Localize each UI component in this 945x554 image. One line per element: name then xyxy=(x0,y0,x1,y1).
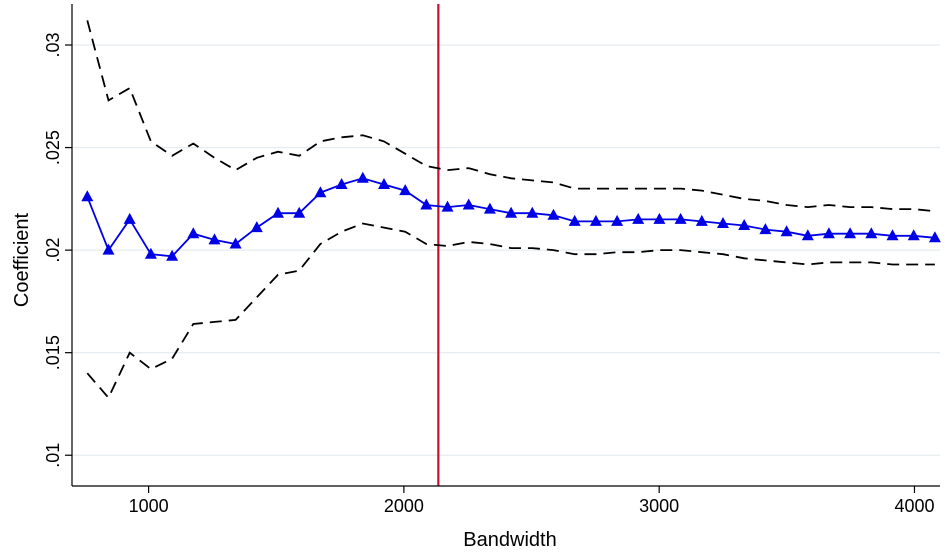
estimate-point xyxy=(801,229,814,241)
estimate-point xyxy=(632,212,645,224)
estimate-point xyxy=(547,208,560,220)
y-tick-label: .015 xyxy=(43,335,63,370)
estimate-point xyxy=(187,227,200,239)
estimate-point xyxy=(928,231,941,243)
estimate-point xyxy=(356,171,369,183)
estimate-point xyxy=(907,229,920,241)
estimate-point xyxy=(378,178,390,189)
estimate-point xyxy=(844,227,857,239)
estimate-point xyxy=(250,221,263,233)
estimate-point xyxy=(102,243,115,255)
axes: 1000 2000 3000 4000 .01 .015 .02 .025 .03 xyxy=(43,4,940,516)
estimate-point xyxy=(759,223,772,235)
estimate-point xyxy=(568,214,581,226)
estimate-point xyxy=(653,212,666,224)
estimate-point xyxy=(505,206,518,218)
x-tick-label: 4000 xyxy=(894,496,934,516)
estimate-point xyxy=(717,217,729,228)
y-tick-label: .025 xyxy=(43,130,63,165)
estimate-point xyxy=(780,225,793,237)
estimate-point xyxy=(886,229,899,241)
estimate-point xyxy=(526,206,539,218)
estimate-point xyxy=(611,214,624,226)
estimate-point xyxy=(674,212,687,224)
estimate-point xyxy=(208,233,221,245)
x-tick-label: 1000 xyxy=(129,496,169,516)
estimate-point xyxy=(441,200,454,212)
lower-ci-line xyxy=(86,222,935,400)
estimate-point xyxy=(335,178,348,189)
estimate-point xyxy=(738,219,751,230)
gridlines xyxy=(72,44,940,456)
estimate-point xyxy=(314,186,327,198)
y-tick-label: .03 xyxy=(43,33,63,58)
x-tick-label: 2000 xyxy=(384,496,424,516)
estimate-point xyxy=(293,206,306,218)
estimate-point xyxy=(589,214,602,226)
y-tick-label: .01 xyxy=(43,443,63,468)
x-axis-title: Bandwidth xyxy=(463,529,556,551)
estimate-point xyxy=(695,214,708,226)
x-tick-label: 3000 xyxy=(639,496,679,516)
y-axis-title: Coefficient xyxy=(11,212,33,307)
estimate-point xyxy=(166,249,179,261)
estimate-point xyxy=(81,190,94,202)
estimate-point xyxy=(144,247,157,259)
estimate-point xyxy=(822,227,835,239)
estimate-point xyxy=(420,198,433,210)
series-layer xyxy=(81,20,941,400)
estimate-point xyxy=(272,206,284,218)
estimate-point xyxy=(123,212,136,224)
estimate-point xyxy=(483,202,496,214)
estimate-point xyxy=(865,227,878,239)
estimate-point xyxy=(399,184,412,196)
estimate-point xyxy=(462,198,475,210)
upper-ci-line xyxy=(86,20,935,213)
y-tick-label: .02 xyxy=(43,238,63,263)
estimate-point xyxy=(229,237,242,249)
